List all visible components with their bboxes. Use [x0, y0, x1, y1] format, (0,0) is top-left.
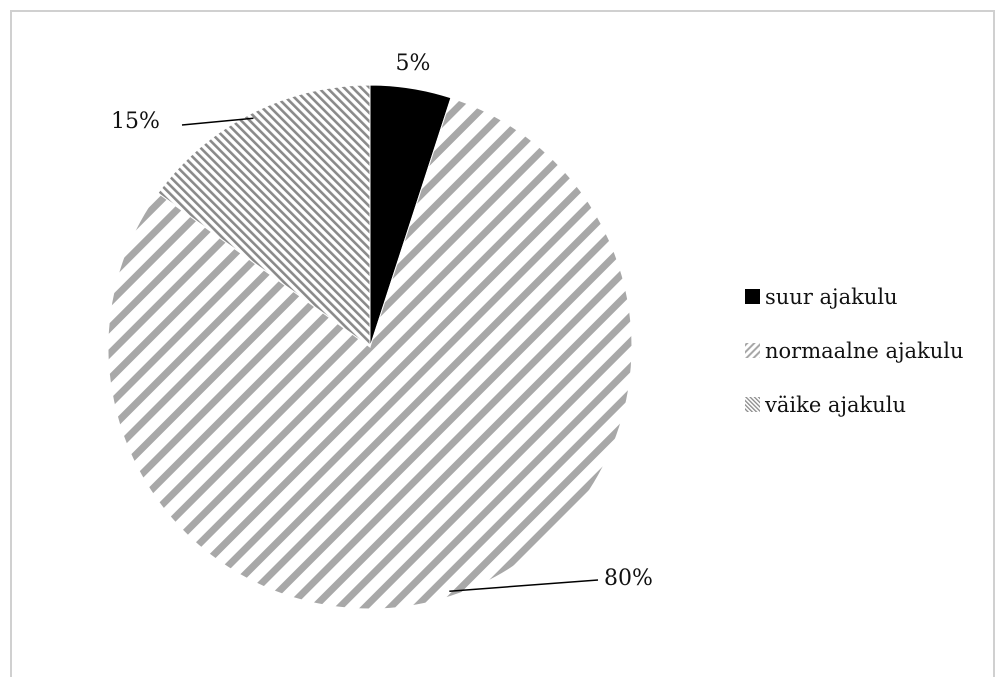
chart-frame	[10, 10, 995, 677]
legend-label-vaike-ajakulu: väike ajakulu	[764, 393, 906, 417]
leader-lines	[181, 117, 599, 592]
data-label-suur-ajakulu: 5%	[396, 51, 431, 76]
legend: suur ajakulu normaalne ajakulu väike ajaku…	[745, 285, 964, 417]
pie-slice-normaalne-ajakulu	[107, 97, 633, 610]
data-label-vaike-ajakulu: 15%	[111, 109, 160, 134]
legend-label-normaalne-ajakulu: normaalne ajakulu	[765, 339, 964, 363]
data-labels: 5% 80% 15%	[111, 51, 653, 591]
legend-label-suur-ajakulu: suur ajakulu	[765, 285, 898, 309]
pie-slice-vaike-ajakulu	[157, 84, 371, 348]
pie-slices	[107, 84, 633, 610]
legend-swatch-vaike-ajakulu	[745, 397, 760, 412]
legend-swatch-normaalne-ajakulu	[745, 343, 760, 358]
legend-swatch-suur-ajakulu	[745, 289, 760, 304]
leader-line-normaalne-ajakulu	[449, 579, 599, 592]
leader-line-vaike-ajakulu	[181, 117, 254, 126]
data-label-normaalne-ajakulu: 80%	[604, 566, 653, 591]
